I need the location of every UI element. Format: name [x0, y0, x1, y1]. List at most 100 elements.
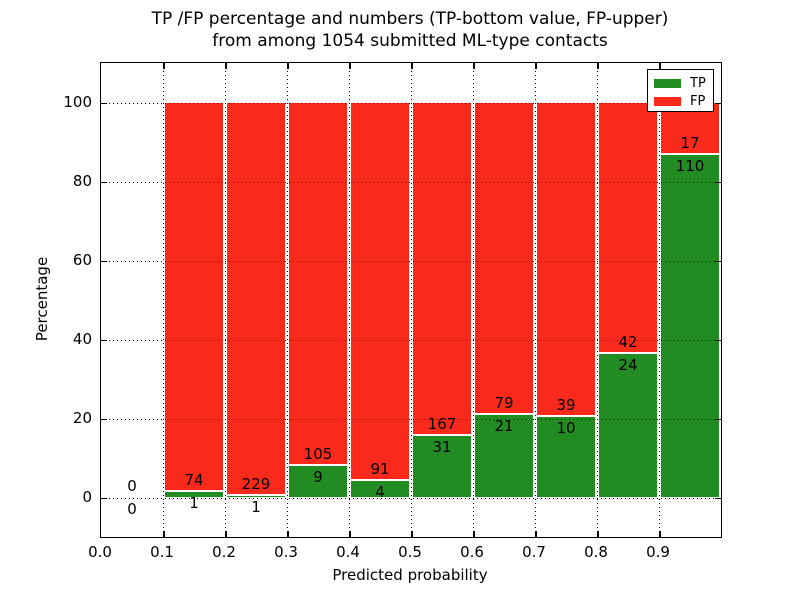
x-tick-label: 0.9 [646, 543, 670, 561]
x-tick-mark [287, 531, 289, 537]
y-tick-mark [101, 339, 107, 341]
bar-segment-tp [227, 495, 285, 498]
bar-segment-fp [599, 102, 657, 354]
bar-segment-fp [227, 102, 285, 496]
tp-count-label: 110 [675, 157, 705, 176]
x-tick-mark-top [535, 63, 537, 69]
x-tick-label: 0.3 [274, 543, 298, 561]
bar-segment-tp [413, 435, 471, 498]
x-tick-mark-top [349, 63, 351, 69]
legend-entry-fp: FP [654, 93, 713, 110]
tp-count-label: 4 [375, 482, 385, 501]
fp-count-label: 229 [241, 474, 271, 493]
tp-count-label: 1 [251, 497, 261, 516]
bar-segment-fp [475, 102, 533, 415]
legend: TP FP [647, 69, 714, 112]
legend-swatch-tp-icon [654, 79, 681, 88]
y-tick-mark-right [715, 260, 721, 262]
y-tick-mark [101, 260, 107, 262]
y-tick-mark [101, 102, 107, 104]
chart-title-line-2: from among 1054 submitted ML-type contac… [212, 31, 608, 51]
x-axis-label: Predicted probability [332, 566, 488, 584]
y-tick-mark-right [715, 497, 721, 499]
tp-count-label: 10 [556, 418, 576, 437]
v-gridline [473, 63, 474, 537]
legend-entry-tp: TP [654, 75, 713, 92]
x-tick-mark [473, 531, 475, 537]
bar-segment-tp [289, 466, 347, 498]
tp-count-label: 9 [313, 468, 323, 487]
x-tick-mark-top [473, 63, 475, 69]
y-tick-label: 0 [82, 487, 92, 506]
v-gridline [349, 63, 350, 537]
fp-count-label: 42 [618, 332, 638, 351]
legend-swatch-fp-icon [654, 97, 681, 106]
y-tick-label: 40 [72, 329, 92, 348]
bar-segment-tp [599, 353, 657, 498]
fp-count-label: 79 [494, 393, 514, 412]
v-gridline [597, 63, 598, 537]
y-tick-label: 60 [72, 250, 92, 269]
x-tick-mark [659, 531, 661, 537]
x-tick-label: 0.1 [150, 543, 174, 561]
bar-segment-fp [165, 102, 223, 493]
bar-segment-tp [537, 416, 595, 498]
x-tick-label: 0.7 [522, 543, 546, 561]
plot-area: TP FP 0 0 74 1 229 1 105 9 91 4 167 31 79 21 39 10 42 24 1… [100, 62, 722, 538]
y-tick-mark-right [715, 418, 721, 420]
x-tick-mark-top [659, 63, 661, 69]
tp-count-label: 24 [618, 355, 638, 374]
x-tick-mark-top [411, 63, 413, 69]
fp-count-label: 105 [303, 445, 333, 464]
y-tick-mark-right [715, 181, 721, 183]
fp-count-label: 74 [184, 471, 204, 490]
v-gridline [225, 63, 226, 537]
tp-count-label: 31 [432, 437, 452, 456]
x-tick-mark [535, 531, 537, 537]
x-tick-mark [411, 531, 413, 537]
x-tick-label: 0.8 [584, 543, 608, 561]
chart-title-line-1: TP /FP percentage and numbers (TP-bottom… [151, 9, 669, 29]
bar-segment-tp [661, 155, 719, 498]
x-tick-label: 0.4 [336, 543, 360, 561]
y-tick-mark [101, 418, 107, 420]
y-tick-label: 100 [63, 92, 92, 111]
y-tick-mark-right [715, 339, 721, 341]
bar-segment-fp [289, 102, 347, 467]
y-tick-mark [101, 497, 107, 499]
x-tick-label: 0.6 [460, 543, 484, 561]
x-tick-mark [597, 531, 599, 537]
y-tick-mark-right [715, 102, 721, 104]
v-gridline [411, 63, 412, 537]
v-gridline [163, 63, 164, 537]
x-tick-mark-top [225, 63, 227, 69]
bar-segment-tp [475, 414, 533, 498]
x-tick-mark [163, 531, 165, 537]
y-tick-label: 80 [72, 171, 92, 190]
fp-count-label: 91 [370, 459, 390, 478]
v-gridline [659, 63, 660, 537]
x-tick-mark-top [287, 63, 289, 69]
tp-count-label: 1 [189, 494, 199, 513]
bar-segment-fp [537, 102, 595, 417]
x-tick-label: 0.0 [88, 543, 112, 561]
tp-count-label: 0 [127, 499, 137, 518]
x-tick-mark-top [597, 63, 599, 69]
x-tick-mark-top [163, 63, 165, 69]
x-tick-mark [349, 531, 351, 537]
bar-segment-fp [351, 102, 409, 481]
v-gridline [535, 63, 536, 537]
legend-label-tp: TP [690, 75, 706, 91]
x-tick-mark [225, 531, 227, 537]
y-tick-label: 20 [72, 408, 92, 427]
legend-label-fp: FP [690, 93, 706, 109]
fp-count-label: 0 [127, 476, 137, 495]
x-tick-label: 0.2 [212, 543, 236, 561]
fp-count-label: 167 [427, 414, 457, 433]
y-tick-mark [101, 181, 107, 183]
bar-segment-tp [165, 492, 223, 498]
fp-count-label: 17 [680, 134, 700, 153]
bar-segment-fp [413, 102, 471, 436]
v-gridline [287, 63, 288, 537]
